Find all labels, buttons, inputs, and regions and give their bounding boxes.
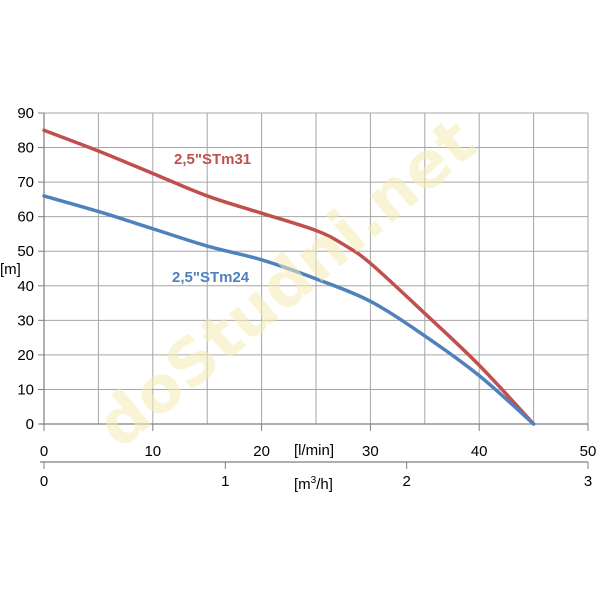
x-tick-label: 40 <box>471 443 488 460</box>
x-axis-label: [l/min] <box>294 442 334 459</box>
series-label-stm24: 2,5"STm24 <box>172 269 250 286</box>
y-tick-label: 40 <box>17 278 34 295</box>
series-lines <box>42 128 536 426</box>
y-tick-label: 0 <box>26 416 34 433</box>
x-tick-label: 0 <box>40 443 48 460</box>
y-tick-label: 70 <box>17 174 34 191</box>
x2-axis-label: [m3/h] <box>294 475 333 493</box>
axes: 0 10 20 30 40 50 60 70 80 90 0 10 20 30 40 50 0 1 2 3 <box>17 105 596 490</box>
y-tick-label: 50 <box>17 243 34 260</box>
x2-tick-label: 3 <box>584 473 592 490</box>
y-tick-label: 90 <box>17 105 34 122</box>
y-tick-label: 60 <box>17 209 34 226</box>
series-line-1 <box>42 194 536 426</box>
x2-tick-label: 1 <box>221 473 229 490</box>
series-label-stm31: 2,5"STm31 <box>174 151 251 168</box>
y-tick-label: 10 <box>17 381 34 398</box>
y-tick-label: 30 <box>17 312 34 329</box>
x-tick-label: 50 <box>580 443 597 460</box>
y-tick-label: 80 <box>17 140 34 157</box>
y-axis-label: [m] <box>0 261 21 278</box>
x-tick-label: 10 <box>144 443 161 460</box>
series-line-0 <box>42 128 536 426</box>
x-tick-label: 30 <box>362 443 379 460</box>
x-tick-label: 20 <box>253 443 270 460</box>
watermark: doStudni.net <box>83 105 490 463</box>
y-tick-label: 20 <box>17 347 34 364</box>
x2-tick-label: 2 <box>402 473 410 490</box>
x2-tick-label: 0 <box>40 473 48 490</box>
